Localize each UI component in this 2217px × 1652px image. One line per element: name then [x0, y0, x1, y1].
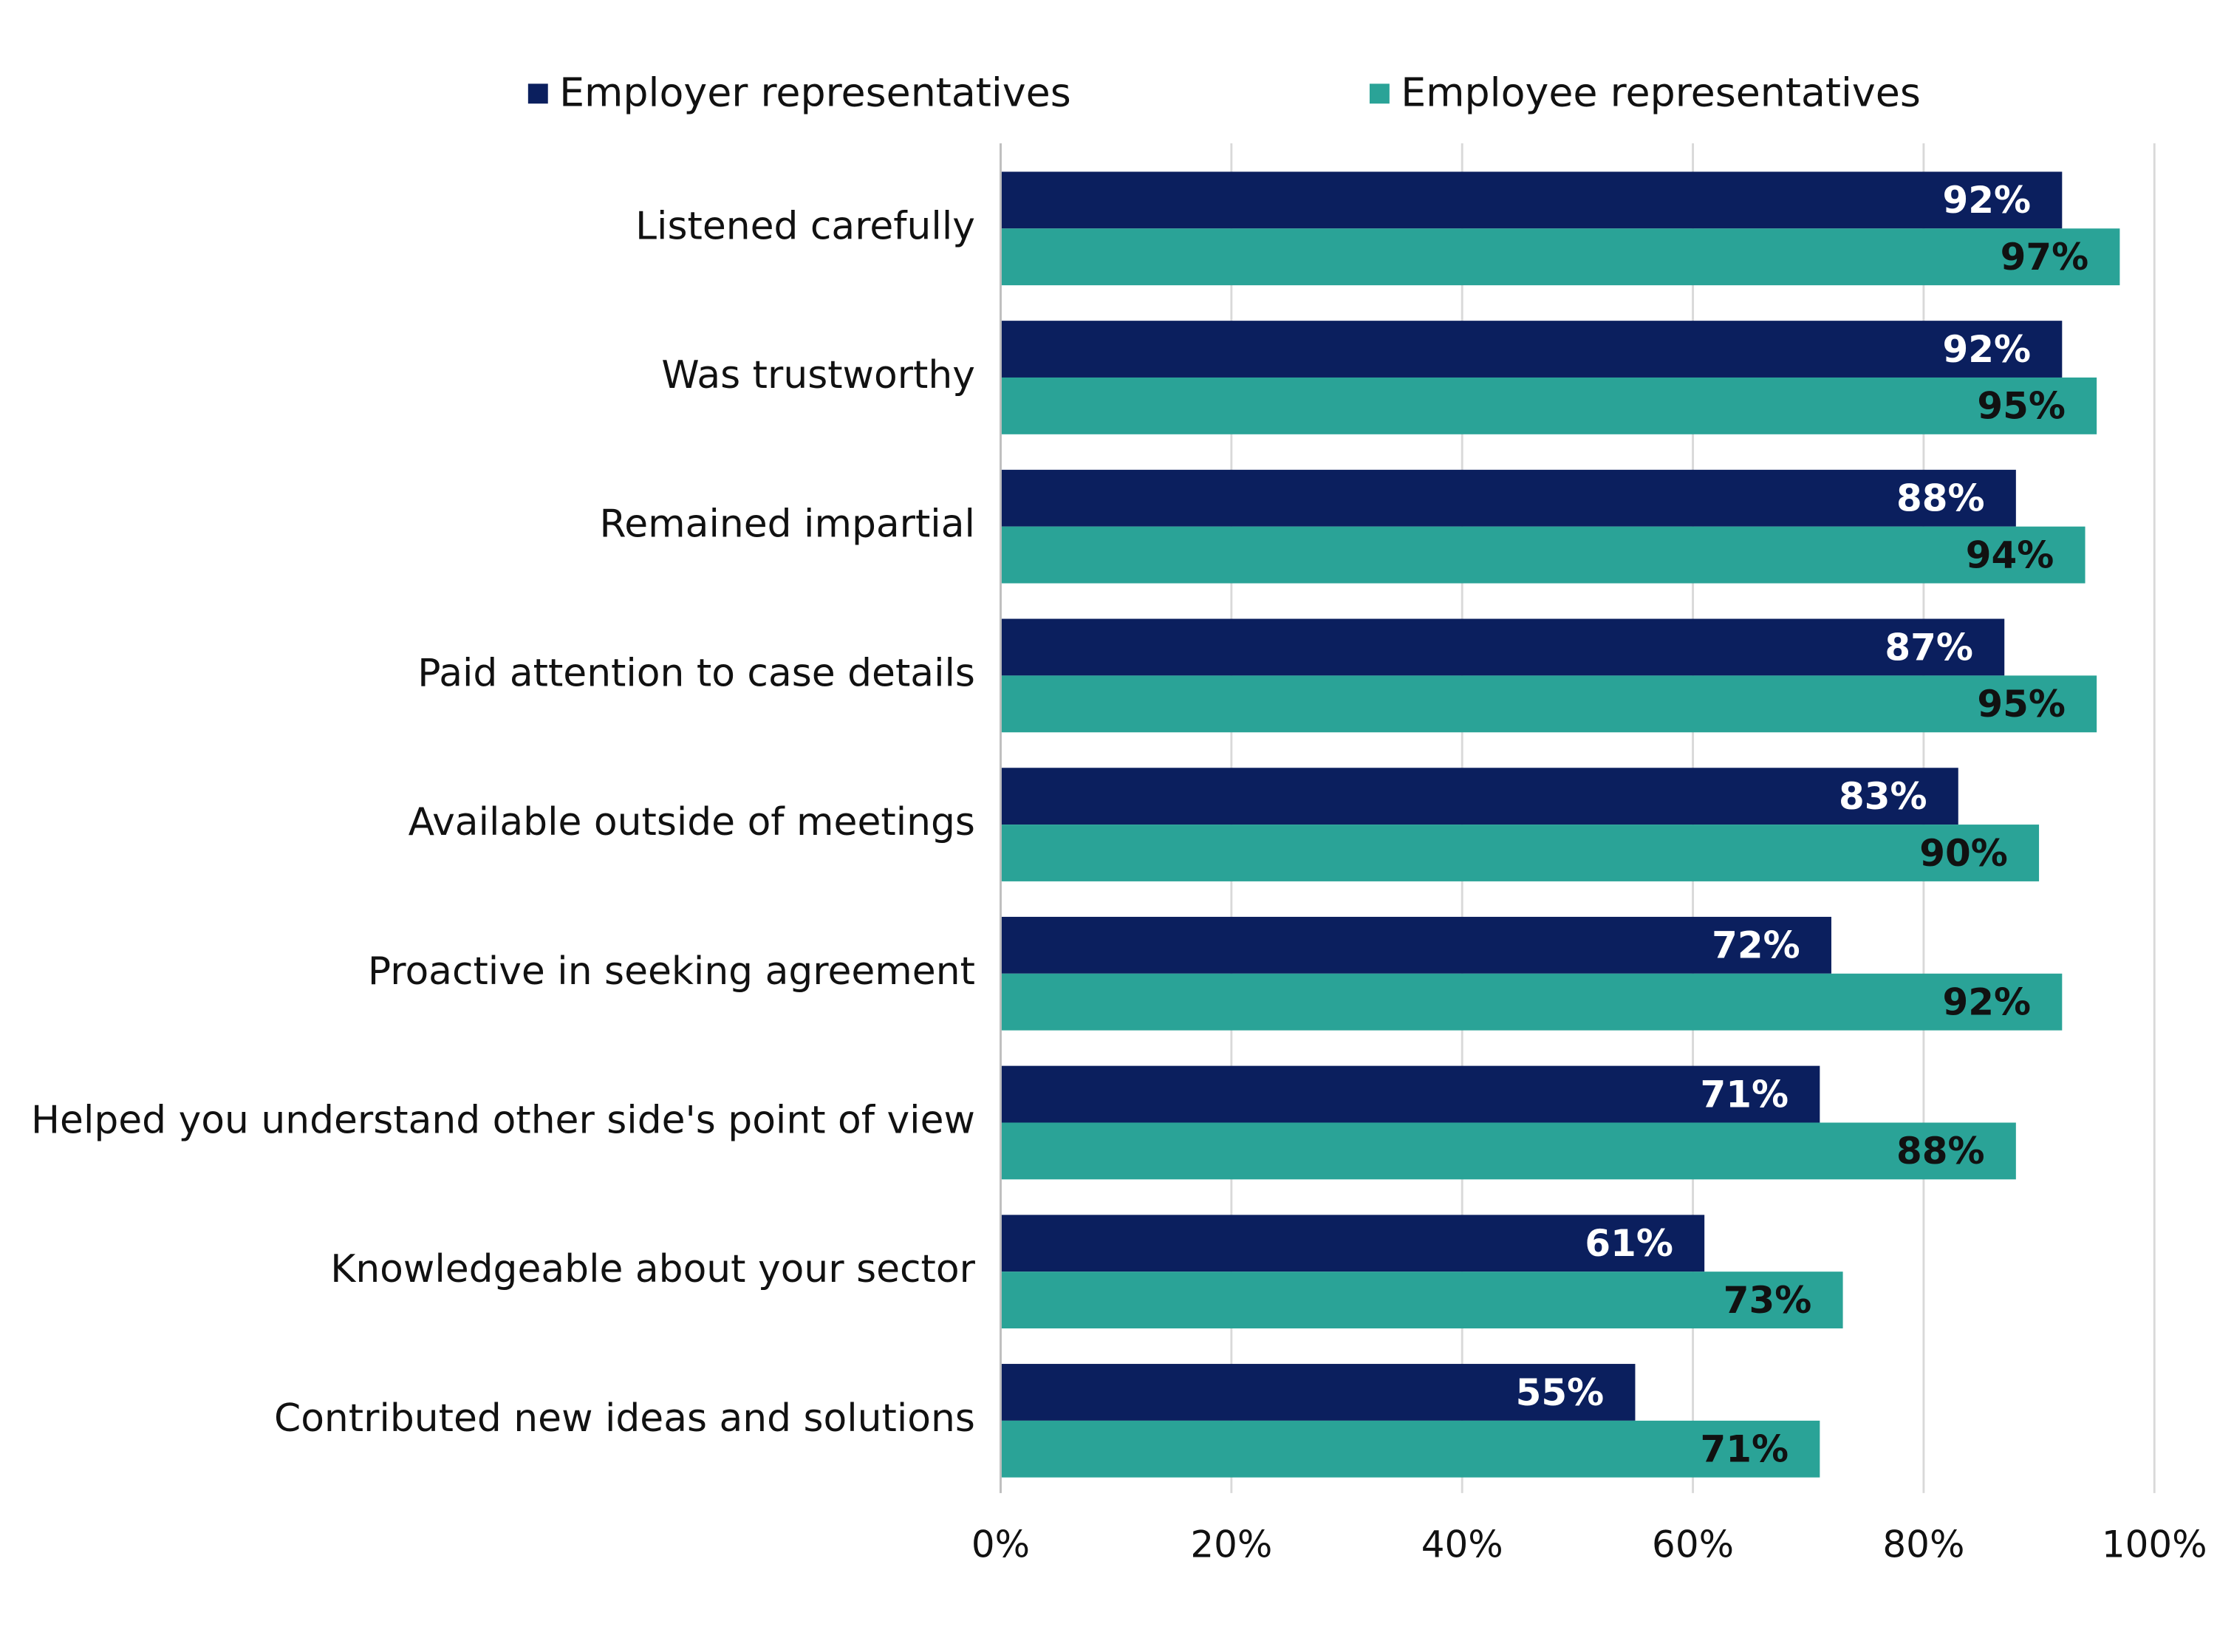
value-label: 73% — [1724, 1279, 1812, 1322]
legend-swatch — [527, 83, 548, 104]
value-label: 83% — [1839, 775, 1927, 818]
category-label: Listened carefully — [635, 204, 975, 248]
value-label: 92% — [1943, 179, 2032, 222]
category-label: Contributed new ideas and solutions — [274, 1396, 975, 1441]
x-tick-label: 60% — [1652, 1523, 1734, 1566]
bar — [1000, 768, 1958, 825]
bar — [1000, 377, 2097, 434]
bar — [1000, 1122, 2016, 1180]
bar — [1000, 1065, 1820, 1123]
value-label: 94% — [1966, 533, 2054, 576]
value-label: 71% — [1701, 1073, 1789, 1116]
x-tick-label: 80% — [1882, 1523, 1964, 1566]
value-label: 95% — [1977, 683, 2066, 726]
bar — [1000, 469, 2016, 527]
bar — [1000, 973, 2063, 1031]
category-label: Was trustworthy — [661, 353, 974, 397]
x-tick-label: 40% — [1421, 1523, 1503, 1566]
bar — [1000, 526, 2086, 584]
value-label: 61% — [1585, 1222, 1673, 1265]
category-label: Available outside of meetings — [409, 800, 975, 844]
value-label: 71% — [1701, 1428, 1789, 1471]
value-label: 92% — [1943, 981, 2032, 1024]
bar — [1000, 1420, 1820, 1478]
x-tick-label: 20% — [1190, 1523, 1272, 1566]
bar — [1000, 321, 2063, 378]
value-label: 55% — [1516, 1371, 1605, 1414]
x-tick-label: 0% — [971, 1523, 1030, 1566]
bar — [1000, 1272, 1843, 1329]
category-label: Remained impartial — [600, 502, 975, 547]
bar — [1000, 228, 2120, 286]
bar — [1000, 1215, 1705, 1272]
category-label: Proactive in seeking agreement — [368, 949, 975, 994]
category-label: Paid attention to case details — [417, 651, 975, 695]
bar — [1000, 825, 2040, 881]
legend-label: Employee representatives — [1401, 69, 1921, 115]
value-label: 87% — [1885, 626, 1973, 669]
value-label: 88% — [1896, 1130, 1985, 1173]
value-label: 88% — [1896, 477, 1985, 520]
bar — [1000, 675, 2097, 733]
legend-label: Employer representatives — [559, 69, 1071, 115]
legend-swatch — [1369, 83, 1390, 104]
value-label: 90% — [1919, 832, 2008, 875]
bar — [1000, 916, 1831, 974]
value-label: 97% — [2001, 236, 2089, 279]
bar — [1000, 171, 2063, 229]
value-label: 72% — [1712, 924, 1800, 967]
x-tick-label: 100% — [2102, 1523, 2207, 1566]
category-label: Helped you understand other side's point… — [31, 1098, 975, 1142]
value-label: 92% — [1943, 328, 2032, 371]
value-label: 95% — [1977, 385, 2066, 428]
bar — [1000, 1364, 1636, 1421]
bar — [1000, 618, 2005, 676]
category-label: Knowledgeable about your sector — [330, 1247, 975, 1291]
